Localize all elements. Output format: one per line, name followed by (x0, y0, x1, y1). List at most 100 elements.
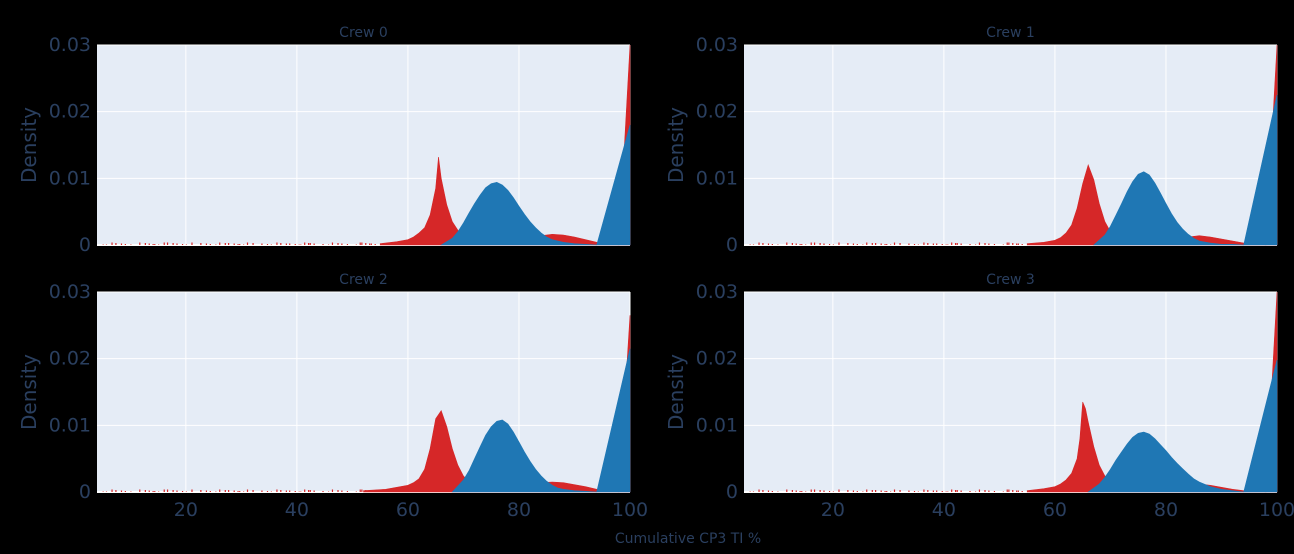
noise-bar (856, 244, 858, 245)
noise-bar (969, 491, 971, 492)
noise-bar (875, 243, 877, 245)
noise-bar (951, 242, 953, 245)
noise-bar (771, 491, 773, 492)
noise-bar (927, 243, 929, 245)
noise-bar (847, 490, 849, 492)
noise-bar (871, 243, 873, 245)
y-tick-label: 0.02 (49, 101, 91, 123)
noise-bar (307, 490, 310, 492)
noise-bar (280, 490, 282, 492)
y-tick-label: 0 (79, 234, 91, 256)
noise-bar (228, 243, 230, 245)
x-tick-label: 40 (285, 499, 309, 521)
noise-bar (866, 242, 868, 245)
noise-bar (786, 242, 788, 245)
noise-bar (261, 490, 263, 492)
noise-bar (801, 491, 803, 492)
noise-bar (130, 244, 132, 245)
noise-bar (777, 491, 779, 492)
noise-bar (309, 243, 311, 245)
noise-bar (152, 244, 154, 245)
noise-bar (1016, 490, 1018, 492)
noise-bar (102, 491, 104, 492)
x-tick-label: 20 (174, 499, 198, 521)
noise-bar (200, 243, 202, 245)
noise-bar (300, 491, 302, 492)
noise-bar (862, 491, 864, 492)
subplot-3: Crew 3 0 0.01 0.02 0.03 Density 20 40 60 80 100 (664, 272, 1294, 521)
noise-bar (172, 243, 174, 245)
noise-bar (322, 491, 324, 492)
noise-bar (886, 491, 888, 492)
noise-bar (923, 242, 925, 245)
noise-bar (852, 243, 855, 245)
noise-bar (233, 243, 235, 245)
noise-bar (917, 491, 919, 492)
noise-bar (913, 491, 916, 492)
noise-bar (951, 489, 953, 492)
noise-bar (322, 244, 324, 245)
plot-area (744, 292, 1277, 492)
noise-bar (228, 490, 230, 492)
noise-bar (359, 489, 361, 492)
noise-bar (777, 244, 779, 245)
subplot-title: Crew 1 (986, 25, 1035, 41)
noise-bar (969, 244, 971, 245)
noise-bar (1006, 489, 1008, 492)
noise-bar (1002, 491, 1004, 492)
noise-bar (954, 490, 957, 492)
noise-bar (105, 491, 108, 492)
noise-bar (346, 491, 349, 492)
noise-bar (913, 244, 916, 245)
subplot-0: Crew 0 0 0.01 0.02 0.03 Density (17, 25, 631, 256)
noise-bar (767, 490, 770, 492)
noise-bar (832, 491, 835, 492)
noise-bar (908, 243, 910, 245)
noise-bar (215, 491, 217, 492)
noise-bar (805, 244, 807, 245)
x-tick-label: 100 (1259, 499, 1294, 521)
noise-bar (767, 243, 770, 245)
noise-bar (795, 490, 797, 492)
noise-bar (927, 490, 929, 492)
noise-bar (1021, 244, 1023, 245)
y-tick-label: 0.01 (49, 414, 91, 436)
x-tick-label: 40 (932, 499, 956, 521)
noise-bar (239, 244, 241, 245)
noise-bar (956, 243, 958, 245)
noise-bar (120, 243, 123, 245)
noise-bar (993, 244, 996, 245)
noise-bar (960, 243, 962, 245)
noise-bar (337, 243, 339, 245)
noise-bar (215, 244, 217, 245)
plot-area (97, 45, 630, 245)
noise-bar (289, 490, 291, 492)
noise-bar (954, 243, 957, 245)
noise-bar (1002, 244, 1004, 245)
noise-bar (298, 244, 300, 245)
noise-bar (176, 490, 178, 492)
x-tick-label: 80 (507, 499, 531, 521)
noise-bar (838, 489, 840, 492)
plot-area (97, 292, 630, 492)
noise-bar (191, 489, 193, 492)
y-axis-label: Density (664, 354, 688, 430)
noise-bar (124, 491, 126, 492)
noise-bar (276, 242, 278, 245)
noise-bar (181, 244, 184, 245)
noise-bar (115, 243, 117, 245)
x-tick-label: 80 (1154, 499, 1178, 521)
noise-bar (294, 244, 296, 245)
noise-bar (237, 244, 239, 245)
noise-bar (355, 244, 357, 245)
noise-bar (762, 490, 764, 492)
y-tick-label: 0 (726, 234, 738, 256)
x-tick-label: 100 (612, 499, 648, 521)
noise-bar (893, 489, 896, 492)
noise-bar (805, 491, 807, 492)
noise-bar (246, 242, 249, 245)
noise-bar (115, 490, 117, 492)
noise-bar (361, 242, 363, 245)
y-tick-label: 0 (726, 481, 738, 503)
